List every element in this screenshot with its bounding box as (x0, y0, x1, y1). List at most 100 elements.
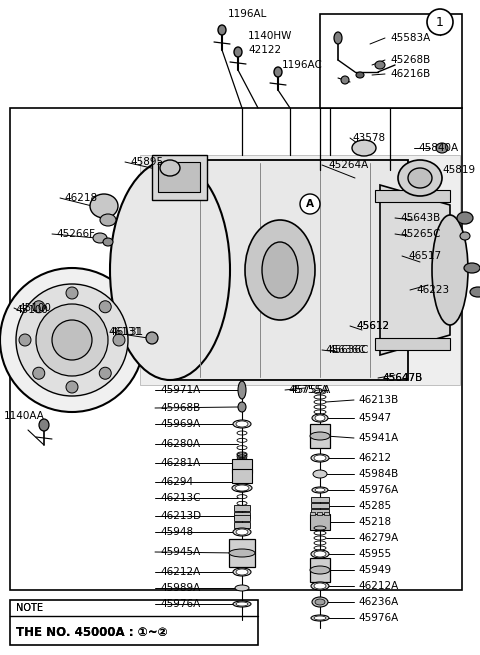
Ellipse shape (470, 287, 480, 297)
Text: 46212: 46212 (358, 453, 391, 463)
Ellipse shape (235, 585, 249, 591)
Text: 45941A: 45941A (358, 433, 398, 443)
Bar (10, 108, 462, 590)
Ellipse shape (314, 455, 326, 461)
Text: 46236A: 46236A (358, 597, 398, 607)
Text: 46213C: 46213C (160, 493, 201, 503)
Ellipse shape (311, 582, 329, 590)
Ellipse shape (313, 470, 327, 478)
Ellipse shape (312, 487, 328, 493)
Ellipse shape (90, 194, 118, 218)
Bar (234, 522, 250, 528)
Bar (311, 509, 329, 514)
Text: A: A (306, 199, 314, 209)
Ellipse shape (408, 168, 432, 188)
Text: 46517: 46517 (408, 251, 441, 261)
Ellipse shape (341, 76, 349, 84)
Text: 46223: 46223 (416, 285, 449, 295)
Bar (234, 512, 250, 518)
Ellipse shape (233, 528, 251, 536)
Circle shape (300, 194, 320, 214)
Ellipse shape (233, 420, 251, 428)
Bar (324, 512, 329, 515)
Text: THE NO. 45000A : ①~②: THE NO. 45000A : ①~② (16, 626, 168, 639)
Bar (232, 469, 252, 483)
Text: 1196AL: 1196AL (228, 9, 267, 19)
Text: 45647B: 45647B (382, 373, 422, 383)
Ellipse shape (311, 615, 329, 621)
Bar (152, 155, 207, 200)
Ellipse shape (235, 485, 249, 491)
Ellipse shape (236, 602, 248, 606)
Circle shape (52, 320, 92, 360)
Text: NOTE: NOTE (16, 603, 43, 613)
Text: 46281A: 46281A (160, 458, 200, 468)
Bar (234, 515, 250, 521)
Ellipse shape (236, 529, 248, 535)
Text: 1140HW: 1140HW (248, 31, 292, 41)
Text: 45636C: 45636C (325, 345, 365, 355)
Text: 45949: 45949 (358, 565, 391, 575)
Text: 45989A: 45989A (160, 583, 200, 593)
Ellipse shape (436, 143, 448, 153)
Ellipse shape (312, 597, 328, 607)
Text: 45612: 45612 (356, 321, 389, 331)
Text: 45948: 45948 (160, 527, 193, 537)
Ellipse shape (39, 419, 49, 431)
Text: 45100: 45100 (15, 305, 48, 315)
Ellipse shape (432, 215, 468, 325)
Text: 45976A: 45976A (358, 485, 398, 495)
Ellipse shape (457, 212, 473, 224)
Bar (310, 514, 330, 530)
Circle shape (36, 304, 108, 376)
Ellipse shape (464, 263, 480, 273)
Text: THE NO. 45000A : ①~②: THE NO. 45000A : ①~② (16, 626, 168, 639)
Text: 46212A: 46212A (160, 567, 200, 577)
Ellipse shape (311, 454, 329, 462)
Text: 45100: 45100 (18, 303, 51, 313)
Text: 45955: 45955 (358, 549, 391, 559)
Ellipse shape (375, 61, 385, 69)
Text: 42122: 42122 (248, 45, 281, 55)
Circle shape (19, 334, 31, 346)
Bar (140, 155, 460, 385)
Bar (229, 539, 255, 567)
Text: 45969A: 45969A (160, 419, 200, 429)
Ellipse shape (314, 616, 326, 620)
Bar (311, 503, 329, 508)
Ellipse shape (100, 214, 116, 226)
Text: 45643B: 45643B (400, 213, 440, 223)
Ellipse shape (352, 140, 376, 156)
Ellipse shape (460, 232, 470, 240)
Ellipse shape (218, 25, 226, 35)
Ellipse shape (311, 550, 329, 558)
Bar (232, 459, 252, 473)
Text: 46213D: 46213D (160, 511, 201, 521)
Ellipse shape (312, 414, 328, 422)
Text: 46131: 46131 (110, 327, 143, 337)
Ellipse shape (315, 488, 325, 492)
Ellipse shape (233, 601, 251, 607)
Text: 45819: 45819 (442, 165, 475, 175)
Text: 45976A: 45976A (160, 599, 200, 609)
Text: 45636C: 45636C (328, 345, 369, 355)
Text: 45647B: 45647B (382, 373, 422, 383)
Circle shape (66, 381, 78, 393)
Ellipse shape (238, 381, 246, 399)
Text: 45840A: 45840A (418, 143, 458, 153)
Bar (10, 600, 258, 645)
Ellipse shape (103, 238, 113, 246)
Ellipse shape (110, 160, 230, 380)
Text: 46212A: 46212A (358, 581, 398, 591)
Circle shape (146, 332, 158, 344)
Ellipse shape (334, 32, 342, 44)
Ellipse shape (238, 402, 246, 412)
Text: 46294: 46294 (160, 477, 193, 487)
Bar (310, 424, 330, 448)
Text: 45976A: 45976A (358, 613, 398, 623)
Text: 46218: 46218 (64, 193, 97, 203)
Text: 45265C: 45265C (400, 229, 441, 239)
Circle shape (99, 301, 111, 313)
Bar (310, 512, 315, 515)
Ellipse shape (245, 220, 315, 320)
